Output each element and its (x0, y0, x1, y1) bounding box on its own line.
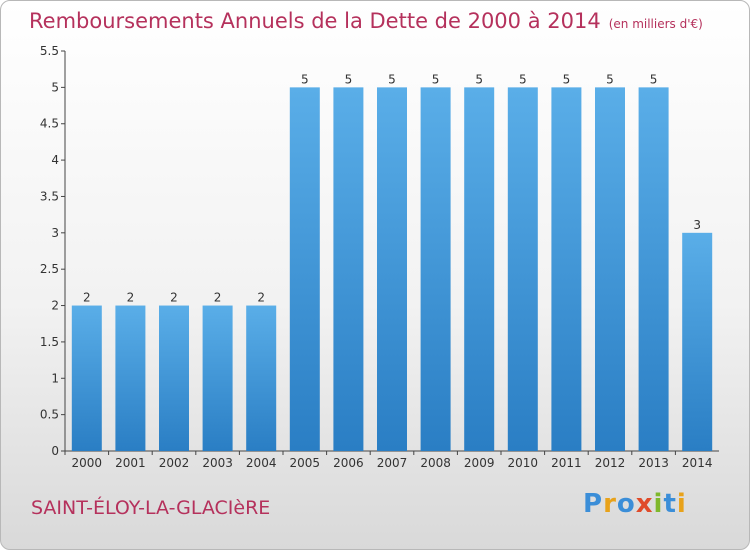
x-tick-label-2013: 2013 (638, 456, 669, 470)
value-label-2009: 5 (475, 72, 483, 86)
y-tick-label: 2 (51, 299, 59, 313)
bar-2013 (638, 87, 669, 451)
bar-2006 (333, 87, 364, 451)
x-tick-label-2003: 2003 (202, 456, 233, 470)
bar-2011 (551, 87, 582, 451)
x-tick-label-2000: 2000 (72, 456, 103, 470)
x-tick-label-2002: 2002 (159, 456, 190, 470)
y-tick-label: 3.5 (40, 189, 59, 203)
x-tick-label-2012: 2012 (595, 456, 626, 470)
y-tick-label: 0.5 (40, 408, 59, 422)
bar-2014 (682, 232, 713, 451)
bar-2005 (289, 87, 320, 451)
value-label-2012: 5 (606, 72, 614, 86)
bar-2000 (71, 305, 102, 451)
axes: 0 0.5 1 1.5 2 2.5 3 3.5 4 4.5 5 5.5 (40, 44, 719, 458)
logo-letter: P (583, 489, 604, 519)
bar-2010 (507, 87, 538, 451)
place-name: SAINT-ÉLOY-LA-GLACIèRE (31, 497, 271, 519)
bar-2001 (115, 305, 146, 451)
value-label-2014: 3 (693, 218, 701, 232)
bar-2007 (377, 87, 407, 451)
x-tick-label-2008: 2008 (420, 456, 451, 470)
logo-letter: i (653, 489, 664, 519)
chart-title-text: Remboursements Annuels de la Dette de 20… (29, 9, 601, 33)
value-label-2000: 2 (83, 291, 91, 305)
y-tick-label: 4 (51, 153, 59, 167)
logo-letter: o (616, 489, 636, 519)
y-tick-label: 1 (51, 371, 59, 385)
logo-letter: r (603, 489, 617, 519)
bar-2008 (420, 87, 451, 451)
value-label-2008: 5 (432, 72, 440, 86)
value-label-2007: 5 (388, 72, 396, 86)
value-label-2006: 5 (345, 72, 353, 86)
value-label-2010: 5 (519, 72, 527, 86)
chart-unit: (en milliers d'€) (608, 17, 703, 31)
labels: 2000 2 2001 2 2002 2 2003 2 2004 2 2005 5 2006 5 2007 5… (72, 72, 713, 470)
y-tick-label: 5 (51, 80, 59, 94)
x-tick-label-2006: 2006 (333, 456, 364, 470)
value-label-2003: 2 (214, 291, 222, 305)
bar-2012 (595, 87, 625, 451)
logo-letter: i (676, 489, 687, 519)
bar-2009 (464, 87, 495, 451)
value-label-2001: 2 (127, 291, 135, 305)
value-label-2011: 5 (563, 72, 571, 86)
logo-letter: t (663, 489, 677, 519)
proxiti-logo: Proxiti (583, 489, 687, 519)
y-tick-label: 1.5 (40, 335, 59, 349)
x-tick-label-2010: 2010 (508, 456, 539, 470)
y-tick-label: 0 (51, 444, 59, 458)
x-tick-label-2014: 2014 (682, 456, 713, 470)
y-tick-label: 5.5 (40, 44, 59, 58)
bar-2004 (246, 305, 277, 451)
x-tick-label-2005: 2005 (290, 456, 321, 470)
value-label-2004: 2 (257, 291, 265, 305)
y-tick-label: 2.5 (40, 262, 59, 276)
x-tick-label-2009: 2009 (464, 456, 495, 470)
logo-letter: x (635, 489, 654, 519)
y-tick-label: 4.5 (40, 117, 59, 131)
bars (71, 87, 713, 451)
x-tick-label-2007: 2007 (377, 456, 408, 470)
y-tick-label: 3 (51, 226, 59, 240)
bar-2003 (202, 305, 233, 451)
x-tick-label-2004: 2004 (246, 456, 277, 470)
value-label-2002: 2 (170, 291, 178, 305)
x-tick-label-2011: 2011 (551, 456, 582, 470)
value-label-2013: 5 (650, 72, 658, 86)
bar-2002 (159, 305, 189, 451)
value-label-2005: 5 (301, 72, 309, 86)
x-tick-label-2001: 2001 (115, 456, 146, 470)
chart-title: Remboursements Annuels de la Dette de 20… (29, 9, 703, 33)
